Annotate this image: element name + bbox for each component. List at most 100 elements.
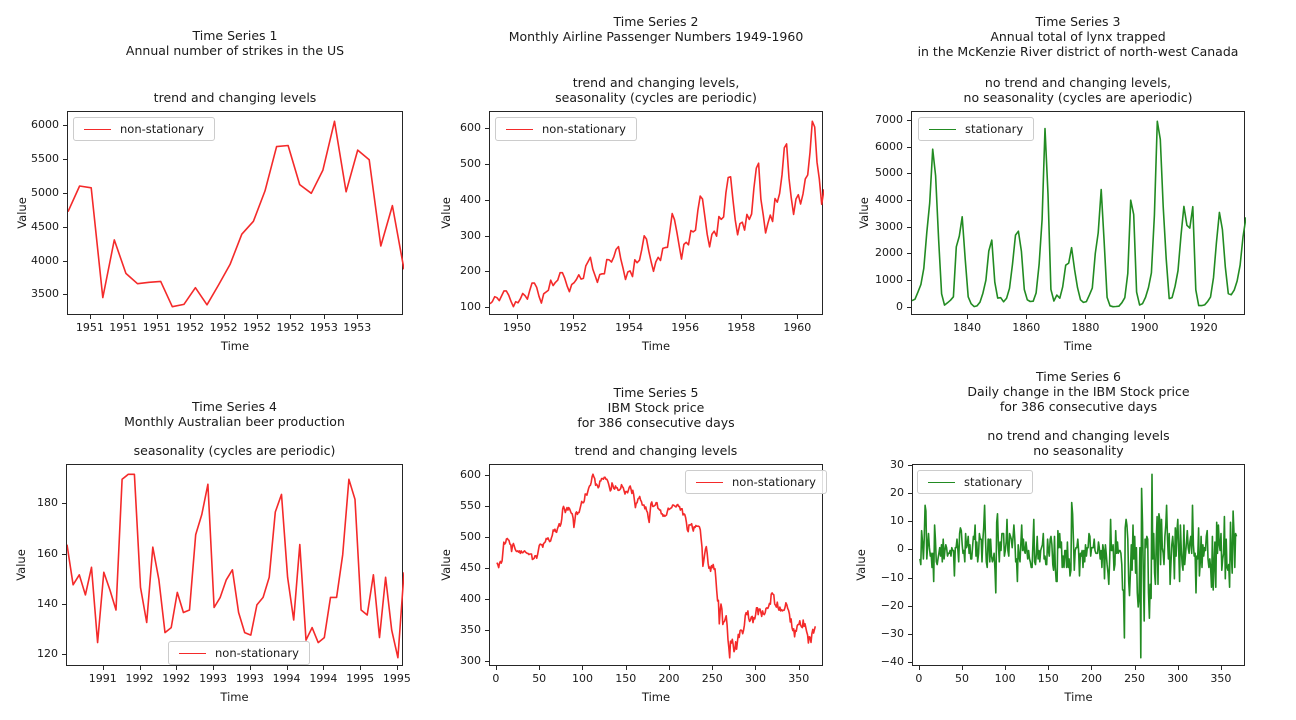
y-tick-mark — [908, 634, 912, 636]
x-tick-label: 1952 — [276, 321, 305, 334]
x-tick-label: 300 — [1167, 672, 1189, 685]
figure-title-line: Annual number of strikes in the US — [125, 43, 345, 58]
x-tick-mark — [1048, 666, 1050, 670]
figure-title-line: Time Series 6 — [1036, 369, 1121, 384]
y-tick-label: −10 — [880, 570, 904, 584]
y-tick-label: 4500 — [31, 219, 59, 233]
x-tick-mark — [629, 315, 631, 319]
legend: non-stationary — [168, 641, 310, 665]
series-line-svg — [68, 120, 404, 308]
plot-area — [912, 464, 1245, 666]
y-tick-label: 600 — [460, 468, 481, 482]
y-tick-label: 160 — [37, 546, 58, 560]
x-tick-mark — [176, 666, 178, 670]
figure-title-line: for 386 consecutive days — [999, 399, 1158, 414]
x-tick-mark — [396, 666, 398, 670]
subplot-time-series-6: Time Series 6 Daily change in the IBM Sto… — [854, 360, 1296, 720]
series-line-svg — [912, 120, 1246, 308]
x-tick-label: 1960 — [783, 321, 812, 334]
figure-title-line: Monthly Airline Passenger Numbers 1949-1… — [508, 29, 804, 44]
y-tick-mark — [907, 280, 911, 282]
figure-title-line: IBM Stock price — [607, 400, 705, 415]
x-axis-label: Time — [641, 690, 671, 704]
y-axis-label: Value — [854, 549, 868, 581]
y-tick-label: 5500 — [31, 152, 59, 166]
legend-line-sample — [929, 128, 956, 130]
legend: stationary — [918, 117, 1035, 141]
y-tick-mark — [485, 307, 489, 309]
y-tick-mark — [485, 598, 489, 600]
legend-label: non-stationary — [732, 475, 816, 489]
y-tick-mark — [485, 536, 489, 538]
axes-title-line: no seasonality (cycles are aperiodic) — [963, 90, 1193, 105]
x-tick-label: 300 — [744, 672, 766, 685]
y-tick-label: 1000 — [875, 273, 903, 287]
y-tick-mark — [62, 503, 66, 505]
y-axis-label: Value — [15, 197, 29, 229]
y-tick-mark — [62, 603, 66, 605]
x-tick-label: 1993 — [199, 672, 228, 685]
x-tick-label: 250 — [1124, 672, 1146, 685]
x-tick-mark — [495, 666, 497, 670]
x-tick-mark — [213, 666, 215, 670]
y-tick-mark — [907, 306, 911, 308]
x-tick-mark — [1005, 666, 1007, 670]
x-tick-label: 1952 — [209, 321, 238, 334]
plot-area — [489, 111, 824, 315]
y-tick-mark — [908, 521, 912, 523]
y-tick-mark — [63, 260, 67, 262]
x-tick-mark — [257, 315, 258, 319]
y-tick-label: 550 — [460, 498, 481, 512]
y-tick-mark — [908, 577, 912, 579]
y-tick-label: 300 — [460, 653, 481, 667]
figure-title-line: in the McKenzie River district of north-… — [917, 44, 1239, 59]
axes-title-line: seasonality (cycles are periodic) — [555, 90, 757, 105]
x-tick-label: 1920 — [1189, 321, 1218, 334]
y-tick-mark — [63, 159, 67, 161]
y-tick-mark — [485, 199, 489, 201]
x-tick-label: 1951 — [109, 321, 138, 334]
x-tick-mark — [625, 666, 627, 670]
x-tick-label: 1953 — [343, 321, 372, 334]
x-tick-label: 1953 — [309, 321, 338, 334]
axes-title-line: trend and changing levels, — [572, 75, 740, 90]
y-axis-label: Value — [857, 197, 871, 229]
y-tick-label: 6000 — [31, 118, 59, 132]
y-tick-label: 30 — [890, 457, 904, 471]
x-tick-label: 350 — [788, 672, 810, 685]
y-tick-mark — [485, 271, 489, 273]
y-tick-mark — [908, 464, 912, 466]
y-tick-mark — [485, 235, 489, 237]
axes-title-line: trend and changing levels — [574, 443, 738, 458]
x-tick-mark — [755, 666, 757, 670]
x-tick-mark — [1026, 315, 1028, 319]
y-axis-label: Value — [14, 549, 28, 581]
figure-title-line: for 386 consecutive days — [577, 415, 735, 430]
y-tick-label: 20 — [890, 486, 904, 500]
x-tick-label: 1950 — [503, 321, 532, 334]
legend: non-stationary — [73, 117, 215, 141]
y-tick-mark — [485, 475, 489, 477]
legend-line-sample — [84, 128, 111, 130]
figure-title-line: Annual total of lynx trapped — [990, 29, 1166, 44]
series-line-svg — [490, 120, 824, 308]
x-axis-label: Time — [220, 339, 250, 353]
x-tick-mark — [1220, 666, 1222, 670]
x-tick-mark — [1203, 315, 1205, 319]
y-tick-label: 5000 — [875, 166, 903, 180]
legend-line-sample — [506, 128, 533, 130]
figure-title-line: Time Series 1 — [192, 28, 278, 43]
x-tick-mark — [223, 315, 225, 319]
y-tick-label: 120 — [37, 647, 58, 661]
y-tick-label: 4000 — [31, 253, 59, 267]
x-tick-mark — [539, 666, 541, 670]
y-tick-mark — [908, 605, 912, 607]
series-line — [919, 473, 1238, 659]
series-line-svg — [919, 473, 1238, 659]
x-tick-mark — [286, 666, 288, 670]
figure-title-line: Time Series 4 — [192, 399, 277, 414]
y-tick-mark — [63, 226, 67, 228]
x-tick-label: 1952 — [243, 321, 271, 334]
figure-title-line: Monthly Australian beer production — [124, 414, 345, 429]
